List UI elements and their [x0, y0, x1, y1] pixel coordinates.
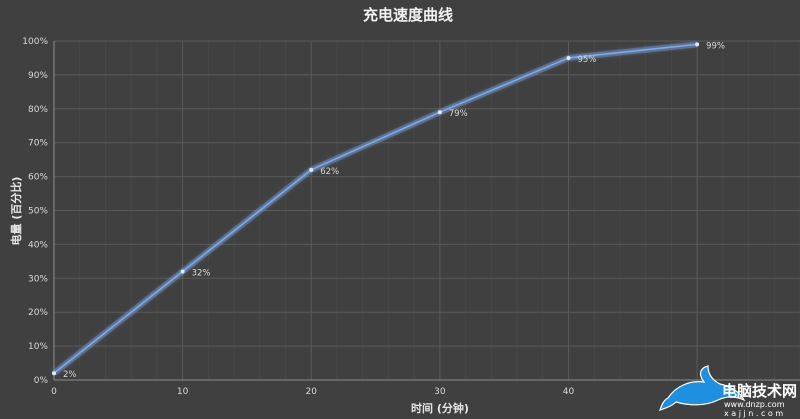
x-tick-label: 0	[51, 387, 57, 397]
y-tick-label: 70%	[28, 139, 48, 149]
data-label: 79%	[449, 109, 468, 119]
data-label: 2%	[63, 370, 77, 380]
series-line-glow	[52, 41, 698, 376]
chart-title: 充电速度曲线	[363, 6, 453, 24]
y-tick-labels: 0% 10% 20% 30% 40% 50% 60% 70% 80% 90% 100%	[22, 37, 48, 386]
data-point	[52, 371, 56, 376]
data-labels: 2% 32% 62% 79% 95% 99%	[63, 41, 725, 380]
y-tick-label: 0%	[34, 376, 49, 386]
x-tick-label: 20	[306, 387, 318, 397]
data-point	[309, 167, 314, 172]
data-label: 95%	[577, 55, 596, 65]
axes	[53, 41, 800, 381]
y-axis-label: 电量 (百分比)	[9, 177, 23, 246]
y-tick-label: 80%	[28, 105, 48, 115]
data-point	[695, 42, 700, 47]
watermark-sub: x a j j n . c o m	[724, 409, 783, 418]
x-tick-label: 40	[563, 387, 575, 397]
x-tick-label: 30	[434, 387, 446, 397]
data-point	[180, 269, 185, 274]
data-label: 32%	[192, 269, 211, 279]
grid	[53, 40, 800, 381]
y-tick-label: 60%	[28, 173, 48, 183]
x-tick-label: 10	[177, 387, 189, 397]
data-point	[437, 110, 442, 115]
y-tick-label: 10%	[28, 342, 48, 352]
data-point	[566, 55, 571, 60]
y-tick-label: 30%	[28, 274, 48, 284]
x-tick-labels: 0102030400	[51, 387, 700, 397]
x-axis-label: 时间 (分钟)	[411, 401, 469, 415]
data-label: 99%	[706, 41, 725, 51]
watermark-text: 电脑技术网	[722, 382, 797, 400]
watermark-url: www.dnzp.com	[724, 400, 785, 409]
series	[52, 41, 700, 376]
y-tick-label: 90%	[28, 71, 48, 81]
y-tick-label: 20%	[28, 308, 48, 318]
y-tick-label: 40%	[28, 240, 48, 250]
data-label: 62%	[320, 167, 339, 177]
y-tick-label: 50%	[28, 207, 48, 217]
y-tick-label: 100%	[22, 37, 48, 47]
shark-logo-icon	[659, 365, 746, 411]
series-line	[53, 43, 698, 374]
watermark: 电脑技术网 www.dnzp.com x a j j n . c o m	[659, 365, 797, 418]
